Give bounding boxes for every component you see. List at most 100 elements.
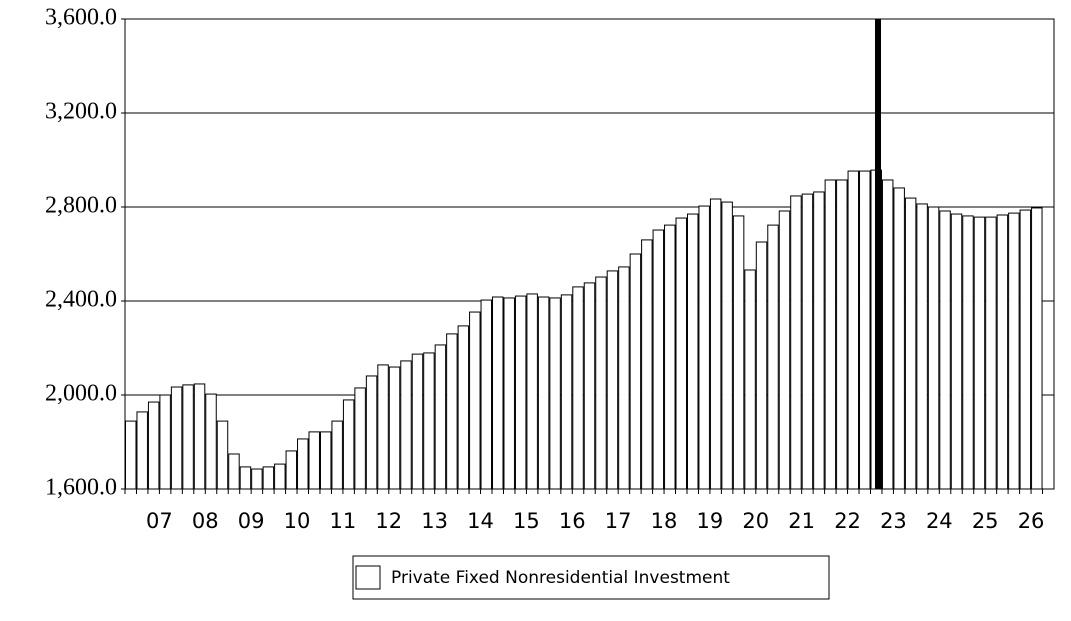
x-tick-label: 13 [421,509,448,533]
bar [331,420,343,490]
x-tick-label: 11 [330,509,357,533]
bar [939,210,951,490]
bar [492,296,504,490]
bar [308,431,320,490]
bar [1008,212,1020,490]
bar [847,170,860,490]
bar [686,213,699,490]
bar [675,217,687,490]
bar [193,383,206,490]
x-tick-label: 23 [880,509,907,533]
legend-label: Private Fixed Nonresidential Investment [391,568,730,588]
bar [319,431,332,490]
bar [985,216,997,490]
y-tick-label: 2,400.0 [45,287,117,313]
bar [572,286,584,490]
x-tick-label: 18 [651,509,678,533]
bar [434,344,447,490]
bar [595,276,607,490]
bar [136,411,148,490]
bar [457,325,470,490]
bar [274,463,286,490]
bar [732,215,745,490]
x-tick-label: 16 [559,509,586,533]
bar [664,224,676,490]
y-tick-label: 3,600.0 [45,5,117,31]
bar [411,353,424,490]
bar [503,297,515,490]
bar [755,241,768,490]
x-tick-label: 14 [467,509,494,533]
bar [652,229,665,490]
bar [1031,207,1043,490]
x-tick-label: 09 [238,509,265,533]
bar [560,294,573,490]
bar [170,386,183,490]
bar [893,187,905,490]
bar [377,364,389,490]
bar [927,206,940,490]
x-tick-label: 10 [284,509,311,533]
bar [526,293,538,490]
bar [973,216,986,490]
bar [400,360,412,490]
bar [537,296,550,490]
bar [767,224,779,490]
x-tick-label: 25 [972,509,999,533]
bar [480,299,493,490]
bar [423,352,435,490]
bar [859,170,871,490]
bar [159,394,171,490]
bar [365,375,378,490]
bar [514,295,527,490]
x-tick-label: 24 [926,509,953,533]
bar [549,297,561,490]
bar [836,179,848,490]
bar [790,195,802,490]
x-tick-label: 22 [834,509,861,533]
bar [744,269,756,490]
bar [251,468,263,490]
bar [228,453,240,490]
bar [996,214,1009,490]
bar [182,384,194,490]
bar [698,205,710,490]
bar [205,393,217,490]
bar [583,282,596,490]
bar [388,366,401,490]
bar [239,466,252,490]
bar [709,198,722,490]
x-tick-label: 12 [375,509,402,533]
bar [813,191,825,490]
bar [881,179,894,490]
bar [469,311,481,490]
legend-swatch [355,565,381,590]
x-tick-label: 15 [513,509,540,533]
bar [962,215,974,490]
bar [262,466,275,490]
bar [904,197,917,490]
bar [1019,209,1032,490]
bar [801,193,814,490]
bar [446,333,458,490]
legend-box [352,555,830,600]
bar [354,387,366,490]
bar [125,420,137,490]
x-tick-label: 17 [605,509,632,533]
x-tick-label: 08 [192,509,219,533]
x-tick-label: 26 [1018,509,1045,533]
bar [147,401,160,490]
bar [216,420,229,490]
plot-frame [124,18,1055,490]
bar [342,399,355,490]
x-tick-label: 19 [697,509,724,533]
bar [606,270,619,490]
bar [629,253,642,490]
bar [285,450,298,490]
x-tick-label: 07 [146,509,173,533]
bar [824,179,837,490]
x-tick-label: 21 [788,509,815,533]
bar [916,203,928,490]
y-tick-label: 1,600.0 [45,475,117,501]
